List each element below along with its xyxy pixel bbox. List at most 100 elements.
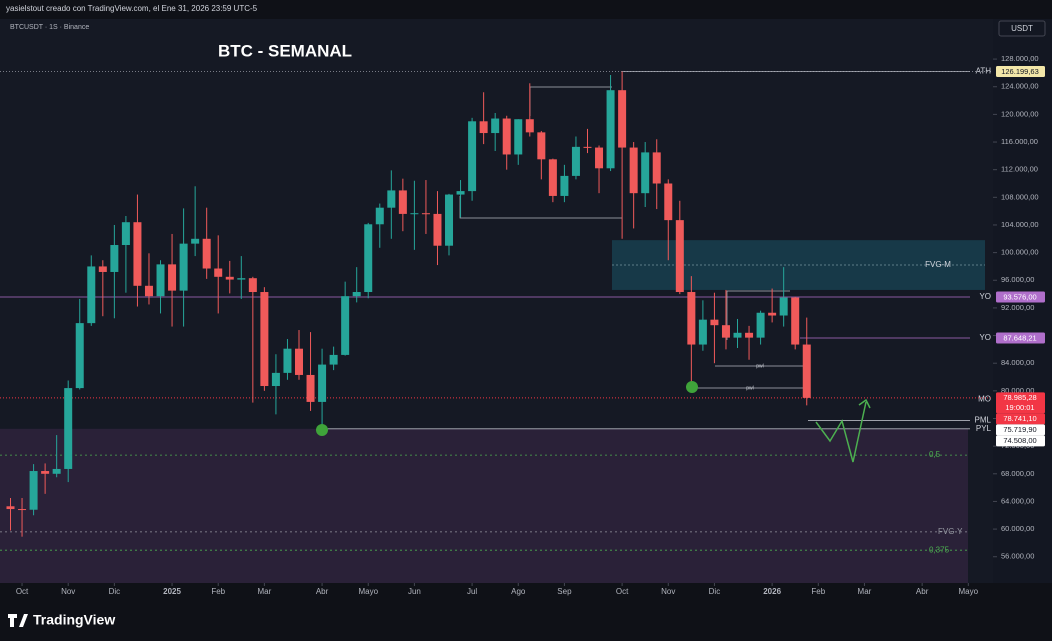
candle-body [121,222,130,246]
candle-body [479,121,488,134]
level-name: YO [979,292,991,301]
level-name: PML [975,416,992,425]
y-tick-label: 56.000,00 [1001,552,1034,561]
candle-body [64,388,73,469]
candle-body [571,146,580,176]
currency-box[interactable] [998,20,1046,37]
level-name: ATH [976,67,992,76]
candle-body [168,264,177,291]
candle-body [548,159,557,196]
x-tick-label: Nov [61,587,75,596]
price-label-box [996,66,1045,78]
x-tick-label: Nov [661,587,675,596]
candle-body [225,276,234,280]
currency[interactable]: USDT [1011,24,1033,33]
candle-body [248,278,257,293]
candle-body [491,118,500,134]
candle-body [733,332,742,338]
brand-name[interactable]: TradingView [33,612,115,628]
pivot-box [459,196,622,219]
candle-body [75,323,84,389]
price-label: 87.648,21 [1003,333,1036,342]
x-tick-label: Mayo [959,587,979,596]
y-tick-label: 120.000,00 [1001,109,1039,118]
candle-body [364,224,373,293]
guide-label: FVG-Y [938,527,963,536]
x-tick-label: Oct [616,587,629,596]
price-label-box [996,332,1045,344]
x-tick-label: Mar [858,587,872,596]
y-tick-label: 116.000,00 [1001,137,1038,146]
candle-body [29,471,38,510]
y-tick-label: 108.000,00 [1001,192,1039,201]
candle-body [421,213,430,215]
x-tick-label: Dic [109,587,121,596]
brand-logo[interactable] [8,614,28,627]
candle-body [191,238,200,244]
projection-arrowhead [858,398,871,409]
candle-body [294,348,303,375]
discount-zone [0,428,968,583]
footer [0,605,1052,641]
candle-body [341,296,350,355]
candle-body [387,190,396,208]
x-tick-label: Feb [811,587,825,596]
x-tick-label: Abr [916,587,929,596]
y-tick-label: 80.000,00 [1001,386,1034,395]
candle-body [629,147,638,194]
zone [612,240,985,290]
candle-body [237,278,246,280]
x-tick-label: Mar [257,587,271,596]
symbol-line: BTCUSDT · 1S · Binance [10,24,89,31]
y-tick-label: 64.000,00 [1001,496,1034,505]
candle-body [306,374,315,402]
candle-body [698,319,707,345]
y-tick-label: 96.000,00 [1001,275,1034,284]
y-tick-label: 100.000,00 [1001,248,1039,257]
candle-body [710,319,719,326]
candle-body [110,245,119,272]
price-label-box [996,413,1045,425]
note: pwl [746,385,754,391]
candle-body [525,119,534,133]
candle-body [410,213,419,215]
level-name: MO [978,395,991,404]
candle-body [756,312,765,338]
candle-body [156,264,165,297]
y-tick-label: 104.000,00 [1001,220,1039,229]
candle-body [375,207,384,225]
candle-body [144,285,153,297]
candle-body [687,292,696,345]
x-tick-label: Mayo [358,587,378,596]
candle-body [502,118,511,155]
price-label: 75.719,90 [1003,425,1036,434]
candle-body [468,121,477,192]
candle-body [664,183,673,221]
candle-body [652,152,661,184]
level-name: YO [979,333,991,342]
guide-label: 0,5 [929,450,941,459]
author-line: yasielstout creado con TradingView.com, … [6,4,258,13]
price-label-box [996,435,1045,447]
candle-body [514,119,523,155]
price-label: 74.508,00 [1003,436,1036,445]
candle-body [6,506,15,510]
x-tick-label: Abr [316,587,329,596]
price-label: 78.741,10 [1003,414,1036,423]
candle-body [329,354,338,365]
candle-body [445,194,454,246]
x-tick-label: Sep [557,587,572,596]
zone-label: FVG-M [925,260,951,269]
candle-body [18,509,27,511]
price-label-box [996,392,1045,414]
marker-dot [686,381,698,393]
price-label: 126.199,63 [1001,67,1039,76]
y-tick-label: 124.000,00 [1001,82,1039,91]
candle-body [433,213,442,246]
candle-body [791,297,800,345]
candle-body [537,132,546,160]
x-tick-label: Dic [709,587,721,596]
candle-body [675,220,684,293]
candle-body [745,332,754,338]
